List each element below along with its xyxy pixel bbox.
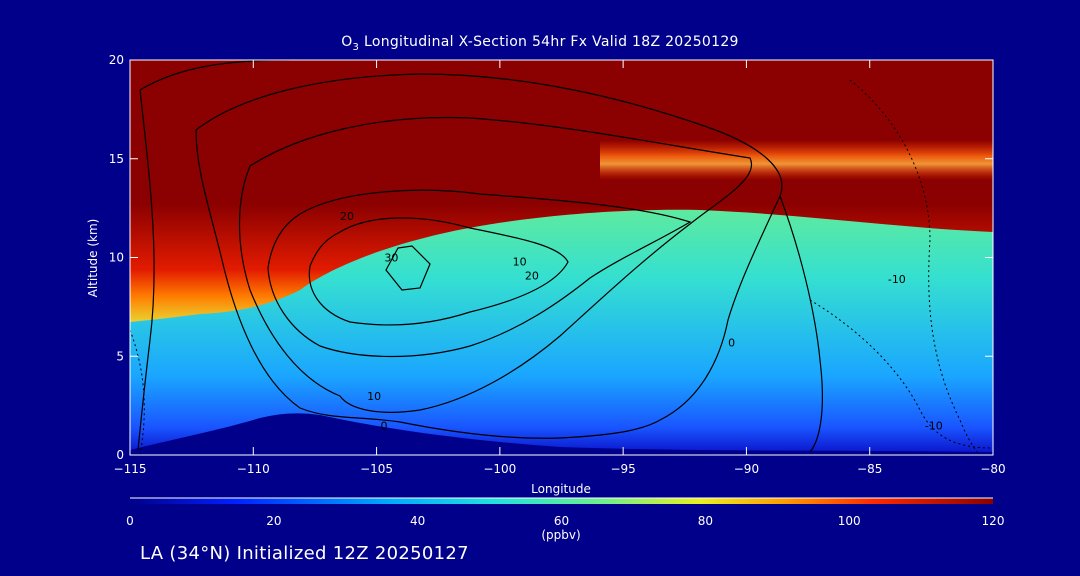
colorbar-tick-label: 100 xyxy=(838,514,861,528)
colorbar-tick-label: 60 xyxy=(554,514,569,528)
chart-title: O3 Longitudinal X-Section 54hr Fx Valid … xyxy=(341,34,739,53)
x-tick-label: −80 xyxy=(980,462,1005,476)
x-tick-label: −105 xyxy=(360,462,393,476)
contour-0-left xyxy=(195,73,783,439)
contour-label: 10 xyxy=(367,390,381,403)
contour-10 xyxy=(238,116,753,413)
y-tick-label: 5 xyxy=(116,349,124,363)
ozone-field xyxy=(130,60,993,455)
x-tick-label: −85 xyxy=(857,462,882,476)
contour-20-inner xyxy=(308,217,569,326)
colorbar-tick-label: 40 xyxy=(410,514,425,528)
stratosphere-field xyxy=(130,60,993,322)
y-tick-label: 10 xyxy=(109,251,124,265)
contour-20-outer xyxy=(267,189,692,358)
x-tick-label: −100 xyxy=(483,462,516,476)
colorbar-tick-label: 20 xyxy=(266,514,281,528)
contour-30 xyxy=(385,245,431,291)
initialization-footer: LA (34°N) Initialized 12Z 20250127 xyxy=(140,543,469,564)
tropopause-fold-band xyxy=(600,140,993,180)
x-tick-label: −110 xyxy=(237,462,270,476)
terrain xyxy=(130,413,993,455)
negative-contour-lines xyxy=(130,79,993,455)
contour-label: 20 xyxy=(340,210,354,223)
contour-label: -10 xyxy=(888,273,906,286)
contour-label: 0 xyxy=(728,336,735,349)
y-axis-label: Altitude (km) xyxy=(86,218,100,298)
y-tick-label: 20 xyxy=(109,53,124,67)
contour-label: 20 xyxy=(525,269,539,282)
x-axis-label: Longitude xyxy=(531,482,591,496)
contour-minus10-east xyxy=(849,79,981,455)
x-tick-label: −90 xyxy=(734,462,759,476)
colorbar-tick-label: 0 xyxy=(126,514,134,528)
y-tick-label: 0 xyxy=(116,448,124,462)
y-tick-label: 15 xyxy=(109,152,124,166)
contour-lines xyxy=(137,60,823,453)
y-axis: 0 5 10 15 20 xyxy=(109,53,993,462)
x-tick-label: −95 xyxy=(610,462,635,476)
contour-label: -10 xyxy=(925,419,943,432)
contour-label: 0 xyxy=(380,419,387,432)
contour-minus10-lower xyxy=(809,299,993,449)
contour-0-right xyxy=(779,195,823,453)
colorbar-unit-label: (ppbv) xyxy=(541,528,581,542)
colorbar-ticks: 0 20 40 60 80 100 120 xyxy=(126,514,1004,528)
colorbar xyxy=(130,498,993,504)
x-tick-label: −115 xyxy=(114,462,147,476)
contour-label: 10 xyxy=(513,255,527,268)
contour-label: 30 xyxy=(384,252,398,265)
x-axis: −115 −110 −105 −100 −95 −90 −85 −80 xyxy=(114,60,1006,476)
colorbar-tick-label: 120 xyxy=(982,514,1005,528)
colorbar-tick-label: 80 xyxy=(698,514,713,528)
